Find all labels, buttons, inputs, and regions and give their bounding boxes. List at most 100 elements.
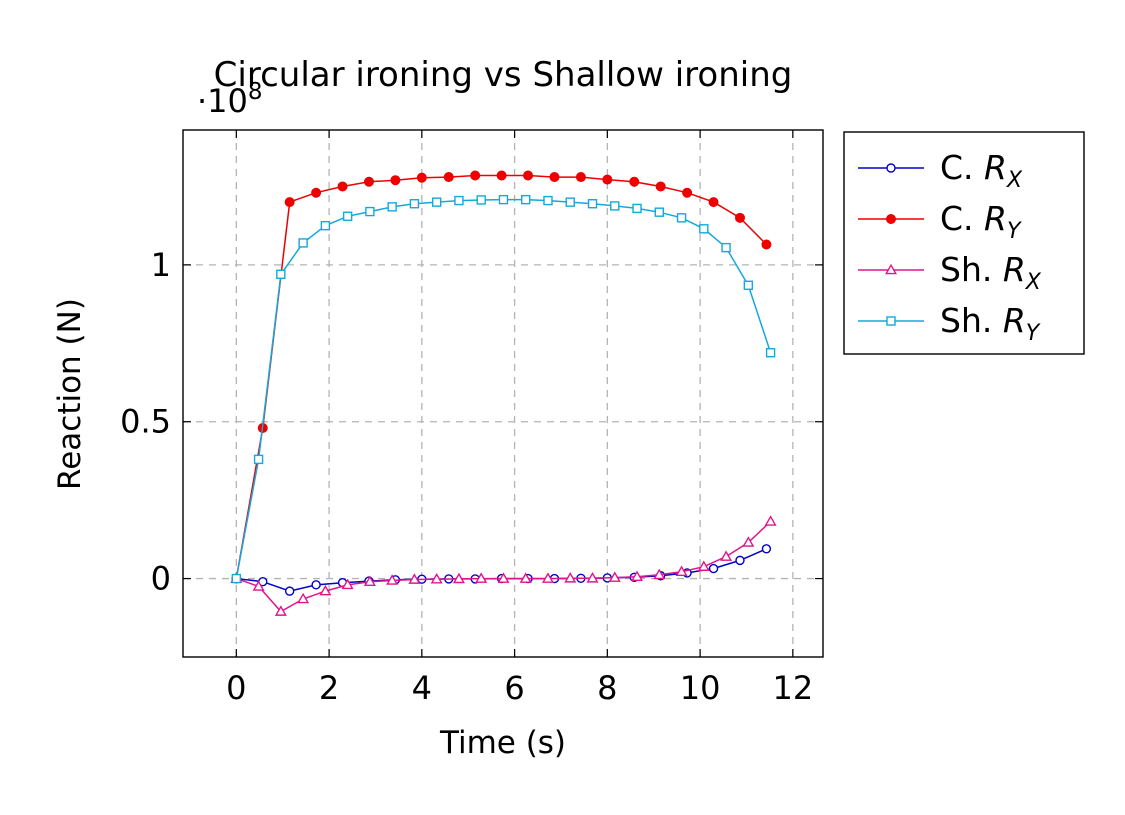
x-tick-label: 12 [772, 669, 813, 707]
series-1 [231, 170, 772, 584]
data-point [365, 206, 375, 217]
data-point [337, 181, 348, 192]
y-tick-label: 1 [151, 246, 171, 284]
data-point [765, 348, 776, 358]
y-multiplier-base: ·10 [197, 82, 248, 120]
y-tick-label: 0.5 [120, 403, 171, 441]
data-point [629, 176, 640, 187]
plot-frame [182, 129, 824, 658]
data-point [541, 572, 554, 583]
data-point [443, 172, 454, 183]
data-point [519, 572, 532, 583]
data-point [742, 536, 755, 547]
data-point [470, 170, 481, 181]
data-point [761, 544, 772, 554]
data-point [708, 197, 719, 208]
series-3 [231, 194, 776, 584]
data-point [311, 187, 322, 198]
x-tick-label: 8 [597, 669, 617, 707]
data-point [676, 213, 687, 223]
data-point [298, 238, 308, 248]
y-tick-label: 0 [151, 560, 171, 598]
data-point [363, 575, 376, 587]
data-point [682, 187, 693, 198]
data-point [274, 605, 287, 616]
data-point [521, 194, 531, 205]
data-point [431, 197, 442, 207]
data-point [386, 574, 399, 585]
data-point [586, 572, 599, 583]
data-point [311, 580, 321, 590]
legend-swatch-marker [884, 263, 898, 275]
legend-label: C. RX [940, 148, 1023, 193]
data-point [409, 199, 420, 209]
axis-ticks: 0 2 4 6 8 10 12 0 0.5 1 [120, 130, 823, 707]
data-point [632, 203, 642, 214]
data-point [342, 211, 353, 221]
data-point [565, 197, 575, 207]
data-point [341, 578, 354, 590]
data-point [602, 174, 613, 185]
legend-label: Sh. RY [940, 301, 1041, 346]
x-tick-label: 0 [226, 669, 246, 707]
data-point [587, 199, 598, 209]
data-point [297, 592, 310, 604]
data-point [390, 175, 401, 186]
legend-box [843, 131, 1085, 355]
data-point [497, 572, 510, 583]
data-point [610, 201, 620, 211]
grid [183, 130, 823, 657]
data-point [454, 195, 464, 206]
data-point [430, 572, 443, 584]
data-point [276, 269, 286, 279]
data-point [496, 170, 507, 181]
series-line [235, 198, 772, 579]
data-point [523, 170, 534, 181]
x-tick-label: 2 [319, 669, 339, 707]
legend-swatch-marker [886, 316, 896, 326]
data-point [319, 584, 332, 596]
x-tick-label: 10 [680, 669, 721, 707]
chart-title: Circular ironing vs Shallow ironing [214, 55, 793, 95]
data-point [231, 573, 242, 584]
legend-item: Sh. RY [858, 301, 1041, 346]
data-point [284, 586, 295, 596]
plot-series [230, 170, 777, 616]
data-point [284, 197, 295, 208]
series-line [235, 174, 767, 579]
data-point [549, 172, 560, 183]
data-point [575, 172, 586, 183]
data-point [408, 573, 421, 584]
x-tick-label: 6 [504, 669, 524, 707]
data-point [697, 560, 710, 571]
data-point [708, 563, 719, 574]
x-tick-label: 4 [412, 669, 432, 707]
data-point [498, 194, 509, 205]
series-2 [230, 515, 777, 616]
data-point [654, 207, 664, 217]
y-multiplier-exponent: 8 [248, 79, 263, 105]
legend: C. RX C. RY Sh. RX Sh. RY [843, 131, 1085, 355]
data-point [476, 195, 486, 205]
legend-swatch-marker [886, 163, 896, 173]
y-axis-multiplier: ·108 [197, 79, 263, 120]
data-point [764, 515, 777, 526]
data-point [631, 570, 644, 581]
data-point [720, 550, 733, 561]
data-point [735, 555, 745, 566]
data-point [387, 202, 397, 212]
data-point [734, 212, 745, 223]
legend-item: Sh. RX [858, 250, 1042, 295]
data-point [721, 242, 731, 253]
data-point [653, 568, 666, 580]
data-point [761, 239, 772, 250]
data-point [320, 220, 331, 231]
data-point [675, 565, 688, 576]
data-point [416, 172, 427, 183]
legend-item: C. RY [858, 199, 1022, 244]
y-axis-label: Reaction (N) [52, 298, 88, 490]
data-point [452, 572, 465, 584]
legend-label: Sh. RX [940, 250, 1042, 295]
data-point [252, 580, 265, 591]
legend-label: C. RY [940, 199, 1022, 244]
